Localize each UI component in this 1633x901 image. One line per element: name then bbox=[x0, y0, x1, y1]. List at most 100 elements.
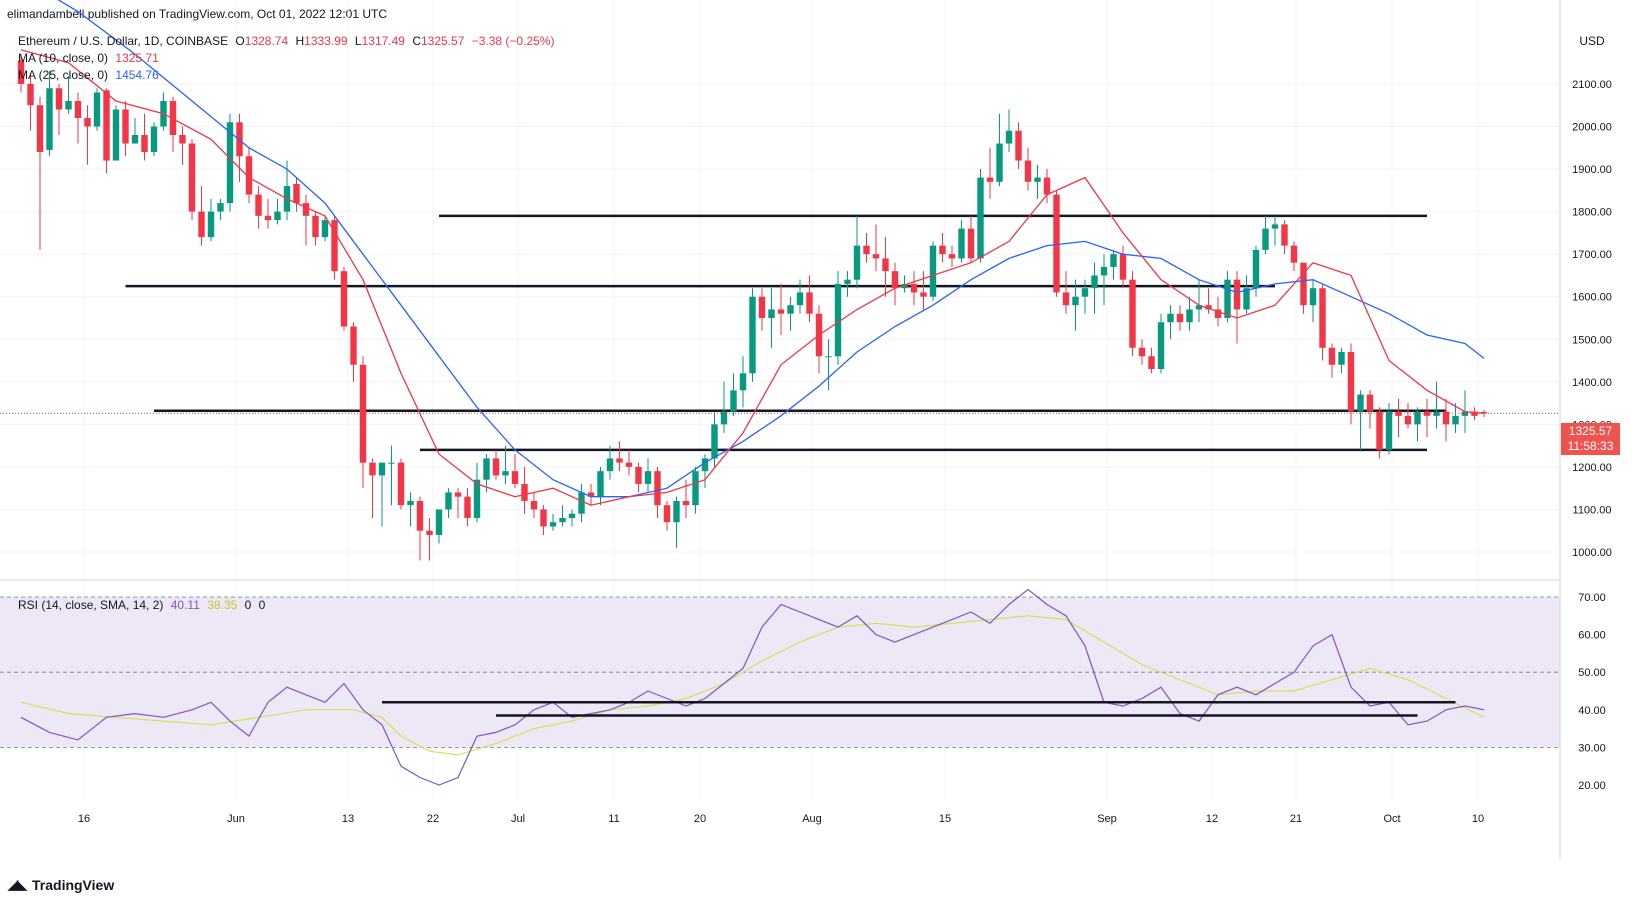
candle-body bbox=[1053, 194, 1060, 293]
candle-body bbox=[720, 411, 728, 425]
candle-body bbox=[635, 466, 642, 484]
candle-body bbox=[169, 100, 177, 136]
price-tick-label: 1500.00 bbox=[1572, 334, 1612, 346]
candle-body bbox=[492, 458, 500, 476]
candle-body bbox=[350, 326, 357, 365]
candle-body bbox=[17, 60, 25, 84]
candle-body bbox=[1414, 411, 1421, 425]
candle-body bbox=[416, 500, 424, 531]
candle-body bbox=[787, 305, 794, 314]
candle-body bbox=[1072, 296, 1079, 306]
bar-countdown: 11:58:33 bbox=[1567, 439, 1614, 453]
candle-body bbox=[321, 220, 329, 238]
candle-body bbox=[1233, 279, 1241, 310]
candle-body bbox=[872, 254, 880, 259]
candle-body bbox=[435, 509, 443, 535]
rsi-v3: 0 bbox=[244, 598, 252, 612]
candle-body bbox=[863, 245, 870, 255]
candle-body bbox=[1186, 309, 1193, 323]
candle-body bbox=[1319, 288, 1326, 348]
candle-body bbox=[730, 390, 737, 412]
time-axis[interactable]: 16 Jun 13 22 Jul 11 20 Aug 15 Sep 12 21 Oct 10 bbox=[78, 813, 1484, 825]
rsi-tick-label: 20.00 bbox=[1578, 780, 1606, 792]
candle-body bbox=[1005, 130, 1013, 144]
time-tick-label: 11 bbox=[608, 813, 619, 825]
candle-body bbox=[255, 194, 262, 216]
candle-body bbox=[1290, 245, 1298, 263]
candle-body bbox=[1471, 411, 1478, 416]
horizontal-levels bbox=[125, 214, 1446, 452]
candle-body bbox=[302, 203, 310, 216]
candle-body bbox=[131, 135, 139, 144]
ma10-value: 1325.71 bbox=[115, 51, 159, 65]
candle-body bbox=[1157, 322, 1165, 370]
candle-body bbox=[1385, 411, 1393, 450]
candle-body bbox=[74, 100, 82, 118]
candle-body bbox=[758, 296, 766, 318]
symbol-legend: Ethereum / U.S. Dollar, 1D, COINBASE O13… bbox=[18, 34, 558, 48]
price-tick-label: 1600.00 bbox=[1572, 292, 1612, 304]
price-axis[interactable]: 1000.001100.001200.001300.001400.001500.… bbox=[1572, 79, 1612, 559]
time-tick-label: 13 bbox=[342, 813, 354, 825]
candle-body bbox=[1433, 411, 1440, 416]
candle-body bbox=[768, 309, 775, 318]
ma10-label: MA (10, close, 0) bbox=[18, 51, 109, 65]
rsi-sma-line bbox=[20, 615, 1485, 756]
candle-body bbox=[122, 109, 129, 144]
rsi-axis[interactable]: 20.00 30.00 40.00 50.00 60.00 70.00 bbox=[1578, 592, 1606, 792]
rsi-legend: RSI (14, close, SMA, 14, 2) 40.11 38.35 … bbox=[18, 598, 269, 612]
candle-body bbox=[502, 471, 509, 476]
ma25-label: MA (25, close, 0) bbox=[18, 68, 109, 82]
symbol-name: Ethereum / U.S. Dollar, 1D, COINBASE bbox=[18, 34, 229, 48]
candle-body bbox=[958, 228, 965, 259]
low-label: L bbox=[354, 34, 362, 48]
rsi-value: 40.11 bbox=[170, 598, 200, 612]
candle-body bbox=[65, 100, 72, 110]
candle-body bbox=[217, 203, 224, 212]
candle-body bbox=[1129, 279, 1136, 348]
candle-body bbox=[939, 245, 946, 255]
price-tick-label: 1700.00 bbox=[1572, 249, 1612, 261]
candle-body bbox=[1024, 160, 1032, 182]
price-tick-label: 1000.00 bbox=[1572, 547, 1612, 559]
candle-body bbox=[1243, 288, 1250, 310]
rsi-line bbox=[20, 588, 1485, 786]
currency-label: USD bbox=[1579, 34, 1605, 48]
candle-body bbox=[445, 492, 452, 510]
time-tick-label: 15 bbox=[939, 813, 951, 825]
candle-body bbox=[198, 211, 205, 238]
candle-body bbox=[1110, 254, 1117, 267]
candle-body bbox=[1366, 394, 1374, 412]
candle-body bbox=[587, 492, 595, 497]
candle-body bbox=[1091, 275, 1098, 289]
candle-body bbox=[1100, 266, 1108, 276]
open-label: O bbox=[235, 34, 245, 48]
candle-body bbox=[597, 471, 604, 497]
price-tick-label: 1100.00 bbox=[1573, 504, 1612, 516]
candle-body bbox=[473, 479, 481, 518]
candle-body bbox=[1338, 352, 1345, 365]
time-tick-label: Sep bbox=[1097, 813, 1117, 825]
candle-body bbox=[464, 496, 471, 518]
candle-body bbox=[245, 156, 253, 195]
time-tick-label: Jul bbox=[511, 813, 525, 825]
candle-body bbox=[578, 492, 585, 514]
rsi-v4: 0 bbox=[258, 598, 266, 612]
candle-body bbox=[511, 471, 519, 484]
candle-body bbox=[986, 177, 994, 182]
candle-body bbox=[1176, 313, 1184, 323]
tradingview-logo[interactable]: ◢◣ TradingView bbox=[8, 877, 114, 893]
candle-body bbox=[673, 500, 680, 523]
candle-body bbox=[530, 500, 538, 510]
ma25-legend: MA (25, close, 0) 1454.76 bbox=[18, 68, 163, 82]
rsi-label: RSI (14, close, SMA, 14, 2) bbox=[18, 598, 164, 612]
candle-body bbox=[274, 211, 281, 221]
candle-body bbox=[616, 458, 623, 463]
rsi-tick-label: 70.00 bbox=[1578, 592, 1606, 604]
candle-body bbox=[1271, 224, 1279, 229]
candle-body bbox=[1357, 394, 1364, 412]
candle-body bbox=[369, 462, 376, 476]
candle-body bbox=[112, 109, 120, 161]
candle-body bbox=[1328, 347, 1336, 365]
